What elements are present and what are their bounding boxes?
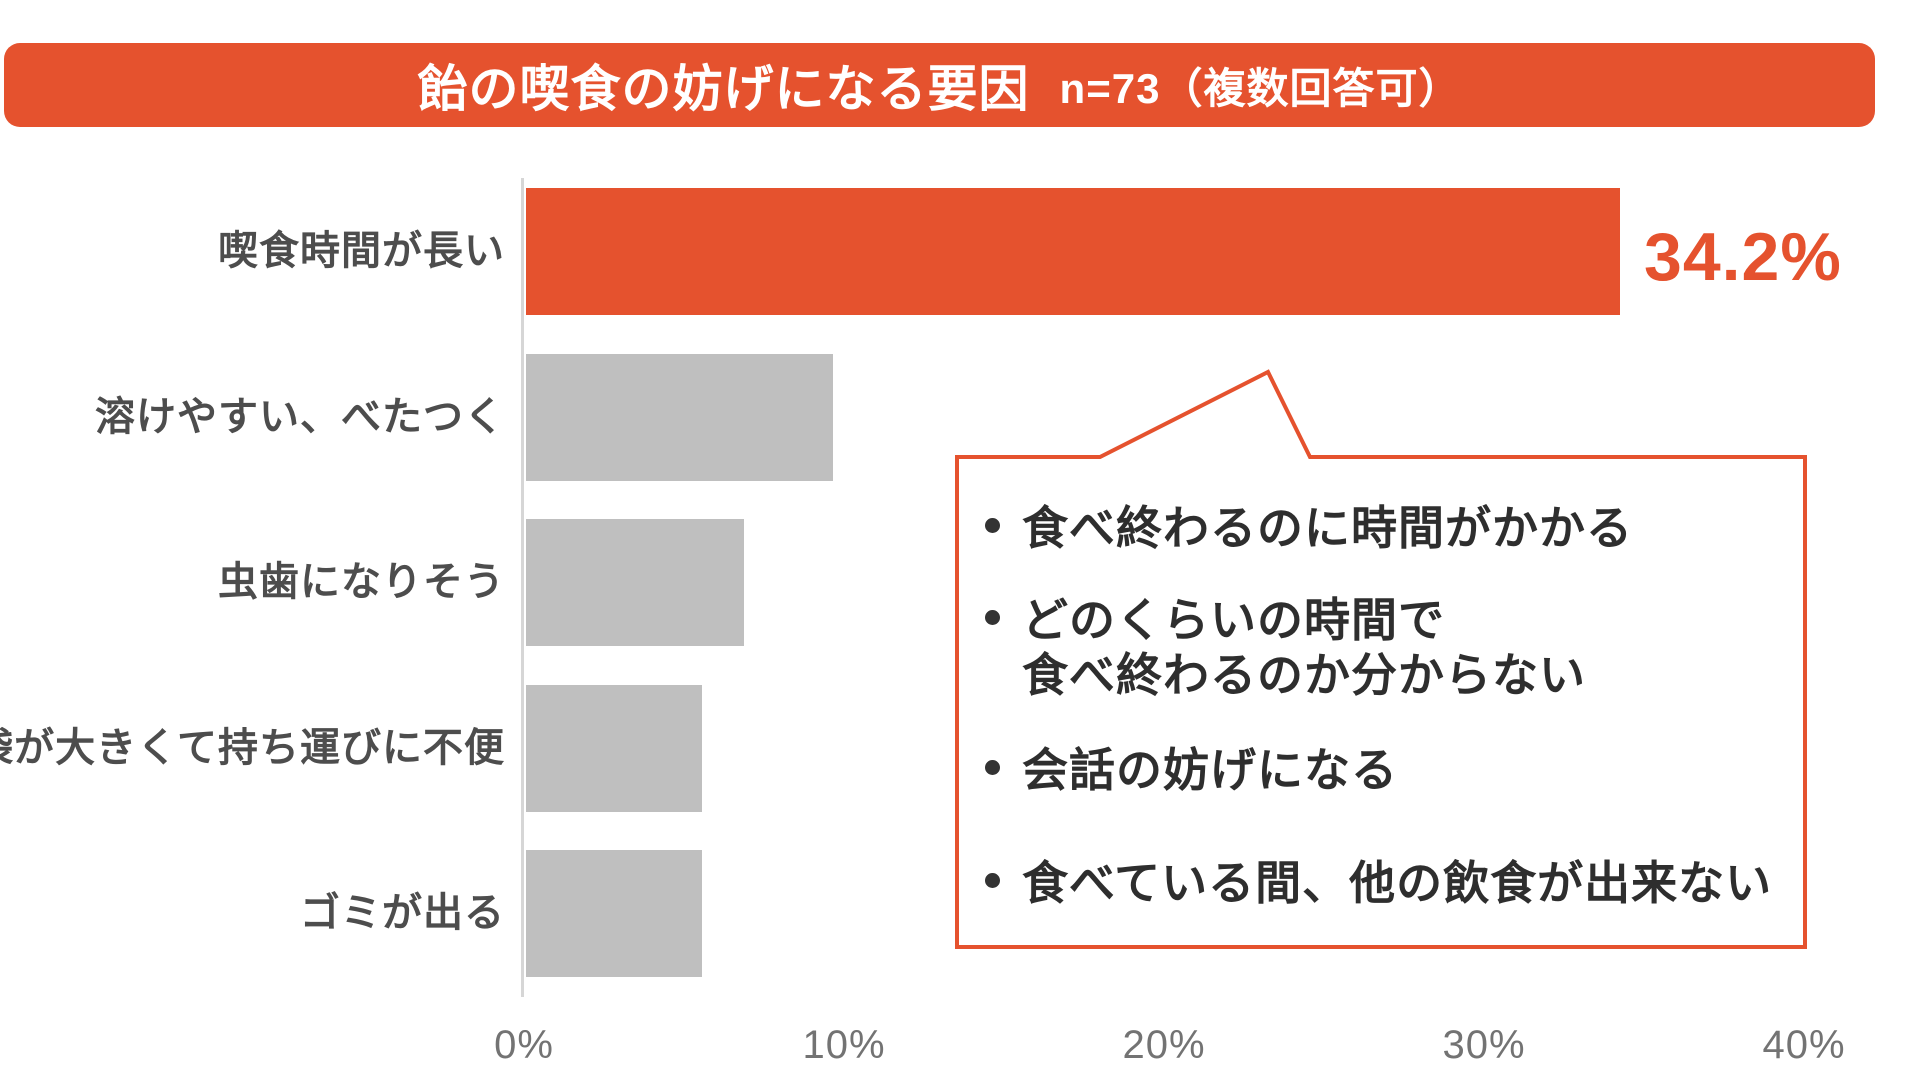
bar bbox=[526, 850, 702, 977]
bullet-dot-icon bbox=[985, 609, 1000, 625]
bullet-dot-icon bbox=[985, 517, 1000, 533]
x-axis-tick-label: 20% bbox=[1122, 1023, 1206, 1067]
x-axis-tick-label: 10% bbox=[802, 1023, 886, 1067]
callout-line-text: 食べ終わるのか分からない bbox=[1022, 649, 1586, 701]
bar bbox=[526, 519, 744, 646]
highlight-value-label: 34.2% bbox=[1644, 219, 1842, 295]
bar bbox=[526, 188, 1620, 315]
x-axis-tick-label: 40% bbox=[1762, 1023, 1846, 1067]
chart-title-banner: 飴の喫食の妨げになる要因 n=73（複数回答可） bbox=[4, 43, 1875, 127]
callout-line-text: 会話の妨げになる bbox=[1022, 744, 1398, 796]
bar bbox=[526, 354, 833, 481]
callout-bullet-item-continued: 食べ終わるのか分からない bbox=[1022, 636, 1586, 708]
sample-size-note: n=73（複数回答可） bbox=[1059, 64, 1462, 112]
bar bbox=[526, 685, 702, 812]
chart-title: 飴の喫食の妨げになる要因 bbox=[417, 61, 1030, 117]
category-label: 袋が大きくて持ち運びに不便 bbox=[0, 726, 505, 770]
callout-bullet-item: どのくらいの時間で bbox=[985, 581, 1445, 653]
callout-bullet-item: 会話の妨げになる bbox=[985, 731, 1398, 803]
callout-bubble-outline bbox=[955, 369, 1807, 949]
callout-bullet-item: 食べている間、他の飲食が出来ない bbox=[985, 844, 1772, 916]
category-label: 喫食時間が長い bbox=[218, 229, 505, 273]
x-axis-tick-label: 0% bbox=[494, 1023, 554, 1067]
callout-line-text: 食べ終わるのに時間がかかる bbox=[1022, 502, 1633, 554]
x-axis-tick-label: 30% bbox=[1442, 1023, 1526, 1067]
speech-bubble-shape bbox=[955, 369, 1807, 949]
category-label: 溶けやすい、べたつく bbox=[95, 395, 505, 439]
callout-line-text: どのくらいの時間で bbox=[1022, 594, 1445, 646]
bullet-dot-icon bbox=[985, 872, 1000, 888]
callout-bullet-item: 食べ終わるのに時間がかかる bbox=[985, 489, 1633, 561]
category-label: ゴミが出る bbox=[300, 891, 505, 935]
bullet-dot-icon bbox=[985, 759, 1000, 775]
y-axis-line bbox=[521, 178, 524, 997]
callout-line-text: 食べている間、他の飲食が出来ない bbox=[1022, 857, 1773, 909]
category-label: 虫歯になりそう bbox=[218, 560, 505, 604]
